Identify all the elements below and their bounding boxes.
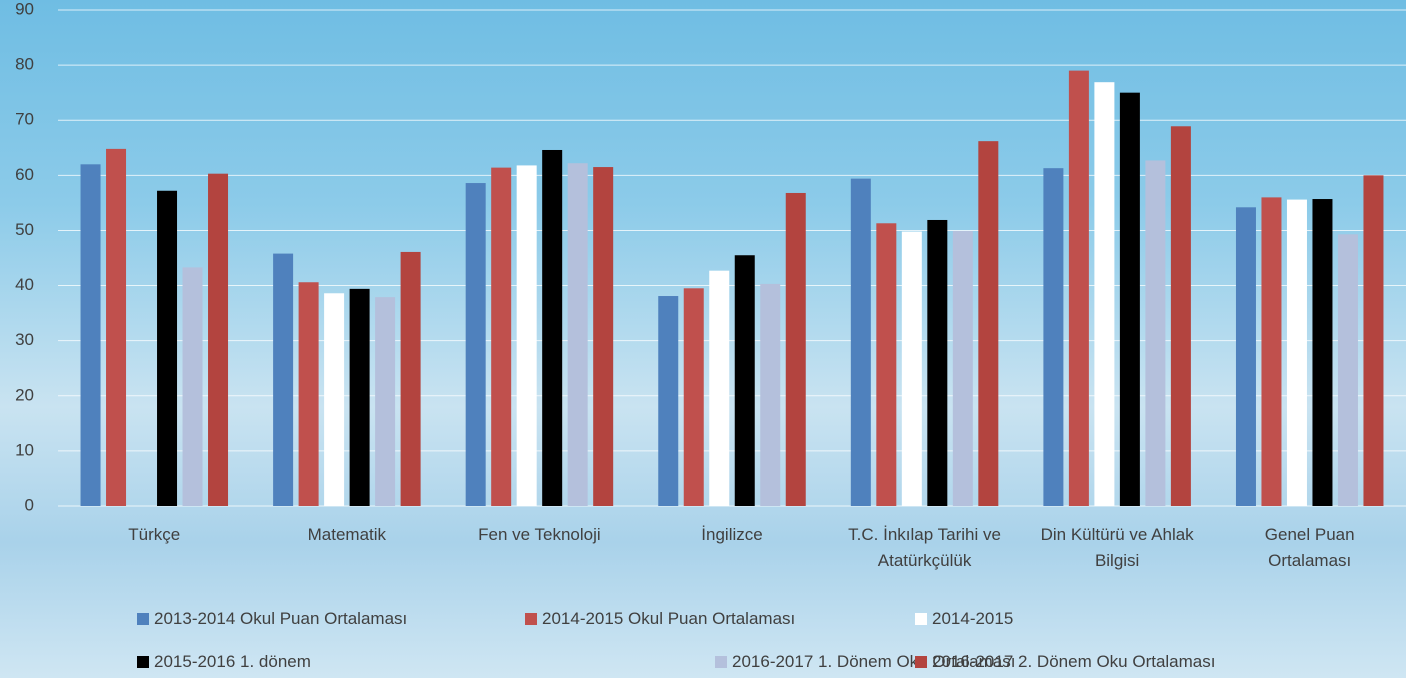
- bar: [375, 297, 395, 506]
- legend-item: 2015-2016 1. dönem: [137, 651, 311, 673]
- legend-label: 2013-2014 Okul Puan Ortalaması: [154, 609, 407, 629]
- bar: [658, 296, 678, 506]
- bar: [81, 164, 101, 506]
- legend-item: 2016-2017 2. Dönem Oku Ortalaması: [915, 651, 1215, 673]
- y-tick-label: 50: [15, 220, 34, 239]
- bar: [517, 165, 537, 506]
- y-tick-label: 30: [15, 330, 34, 349]
- x-tick-label: Din Kültürü ve Ahlak Bilgisi: [1037, 522, 1197, 574]
- bar: [593, 167, 613, 506]
- bar: [157, 191, 177, 506]
- bar: [568, 163, 588, 506]
- legend-swatch: [915, 613, 927, 625]
- bar: [401, 252, 421, 506]
- bar: [106, 149, 126, 506]
- x-tick-label: Genel Puan Ortalaması: [1230, 522, 1390, 574]
- y-tick-label: 80: [15, 55, 34, 74]
- legend-label: 2014-2015 Okul Puan Ortalaması: [542, 609, 795, 629]
- x-tick-label: Fen ve Teknoloji: [459, 522, 619, 548]
- plot: 0 10 20 30 40 50 60 70 80 90: [0, 0, 1406, 678]
- bar: [324, 293, 344, 506]
- bar: [953, 231, 973, 506]
- bar: [350, 289, 370, 506]
- legend-label: 2014-2015: [932, 609, 1013, 629]
- bar: [1094, 82, 1114, 506]
- bar: [1363, 175, 1383, 506]
- bar: [466, 183, 486, 506]
- bar: [684, 288, 704, 506]
- bar: [1120, 93, 1140, 506]
- bar: [927, 220, 947, 506]
- legend-item: 2013-2014 Okul Puan Ortalaması: [137, 608, 407, 630]
- legend-swatch: [715, 656, 727, 668]
- y-tick-label: 90: [15, 0, 34, 18]
- bar: [491, 168, 511, 506]
- legend-swatch: [915, 656, 927, 668]
- bar: [709, 271, 729, 506]
- bar: [735, 255, 755, 506]
- bar: [851, 179, 871, 506]
- bar: [1069, 71, 1089, 506]
- bar: [1338, 234, 1358, 506]
- bar: [978, 141, 998, 506]
- y-tick-label: 60: [15, 165, 34, 184]
- y-tick-label: 0: [25, 495, 34, 514]
- bar: [1043, 168, 1063, 506]
- y-tick-label: 40: [15, 275, 34, 294]
- bar: [542, 150, 562, 506]
- legend-swatch: [137, 613, 149, 625]
- bar: [273, 254, 293, 506]
- y-tick-label: 20: [15, 385, 34, 404]
- x-tick-label: Türkçe: [74, 522, 234, 548]
- y-tick-label: 10: [15, 440, 34, 459]
- bar: [1171, 126, 1191, 506]
- legend-item: 2014-2015: [915, 608, 1013, 630]
- chart: 0 10 20 30 40 50 60 70 80 90 Türkçe Matematik Fen v…: [0, 0, 1406, 678]
- legend-label: 2015-2016 1. dönem: [154, 652, 311, 672]
- bar: [1287, 200, 1307, 506]
- bar: [1261, 197, 1281, 506]
- bar: [183, 267, 203, 506]
- bar: [786, 193, 806, 506]
- legend-label: 2016-2017 2. Dönem Oku Ortalaması: [932, 652, 1215, 672]
- x-tick-label: İngilizce: [652, 522, 812, 548]
- legend-swatch: [137, 656, 149, 668]
- legend-item: 2014-2015 Okul Puan Ortalaması: [525, 608, 795, 630]
- bar: [876, 223, 896, 506]
- x-tick-label: Matematik: [267, 522, 427, 548]
- bar: [760, 284, 780, 506]
- bar: [1312, 199, 1332, 506]
- bar: [299, 282, 319, 506]
- y-tick-label: 70: [15, 110, 34, 129]
- bar: [902, 232, 922, 506]
- bar: [1236, 207, 1256, 506]
- x-tick-label: T.C. İnkılap Tarihi ve Atatürkçülük: [845, 522, 1005, 574]
- bar: [1145, 160, 1165, 506]
- legend-swatch: [525, 613, 537, 625]
- bar: [208, 174, 228, 506]
